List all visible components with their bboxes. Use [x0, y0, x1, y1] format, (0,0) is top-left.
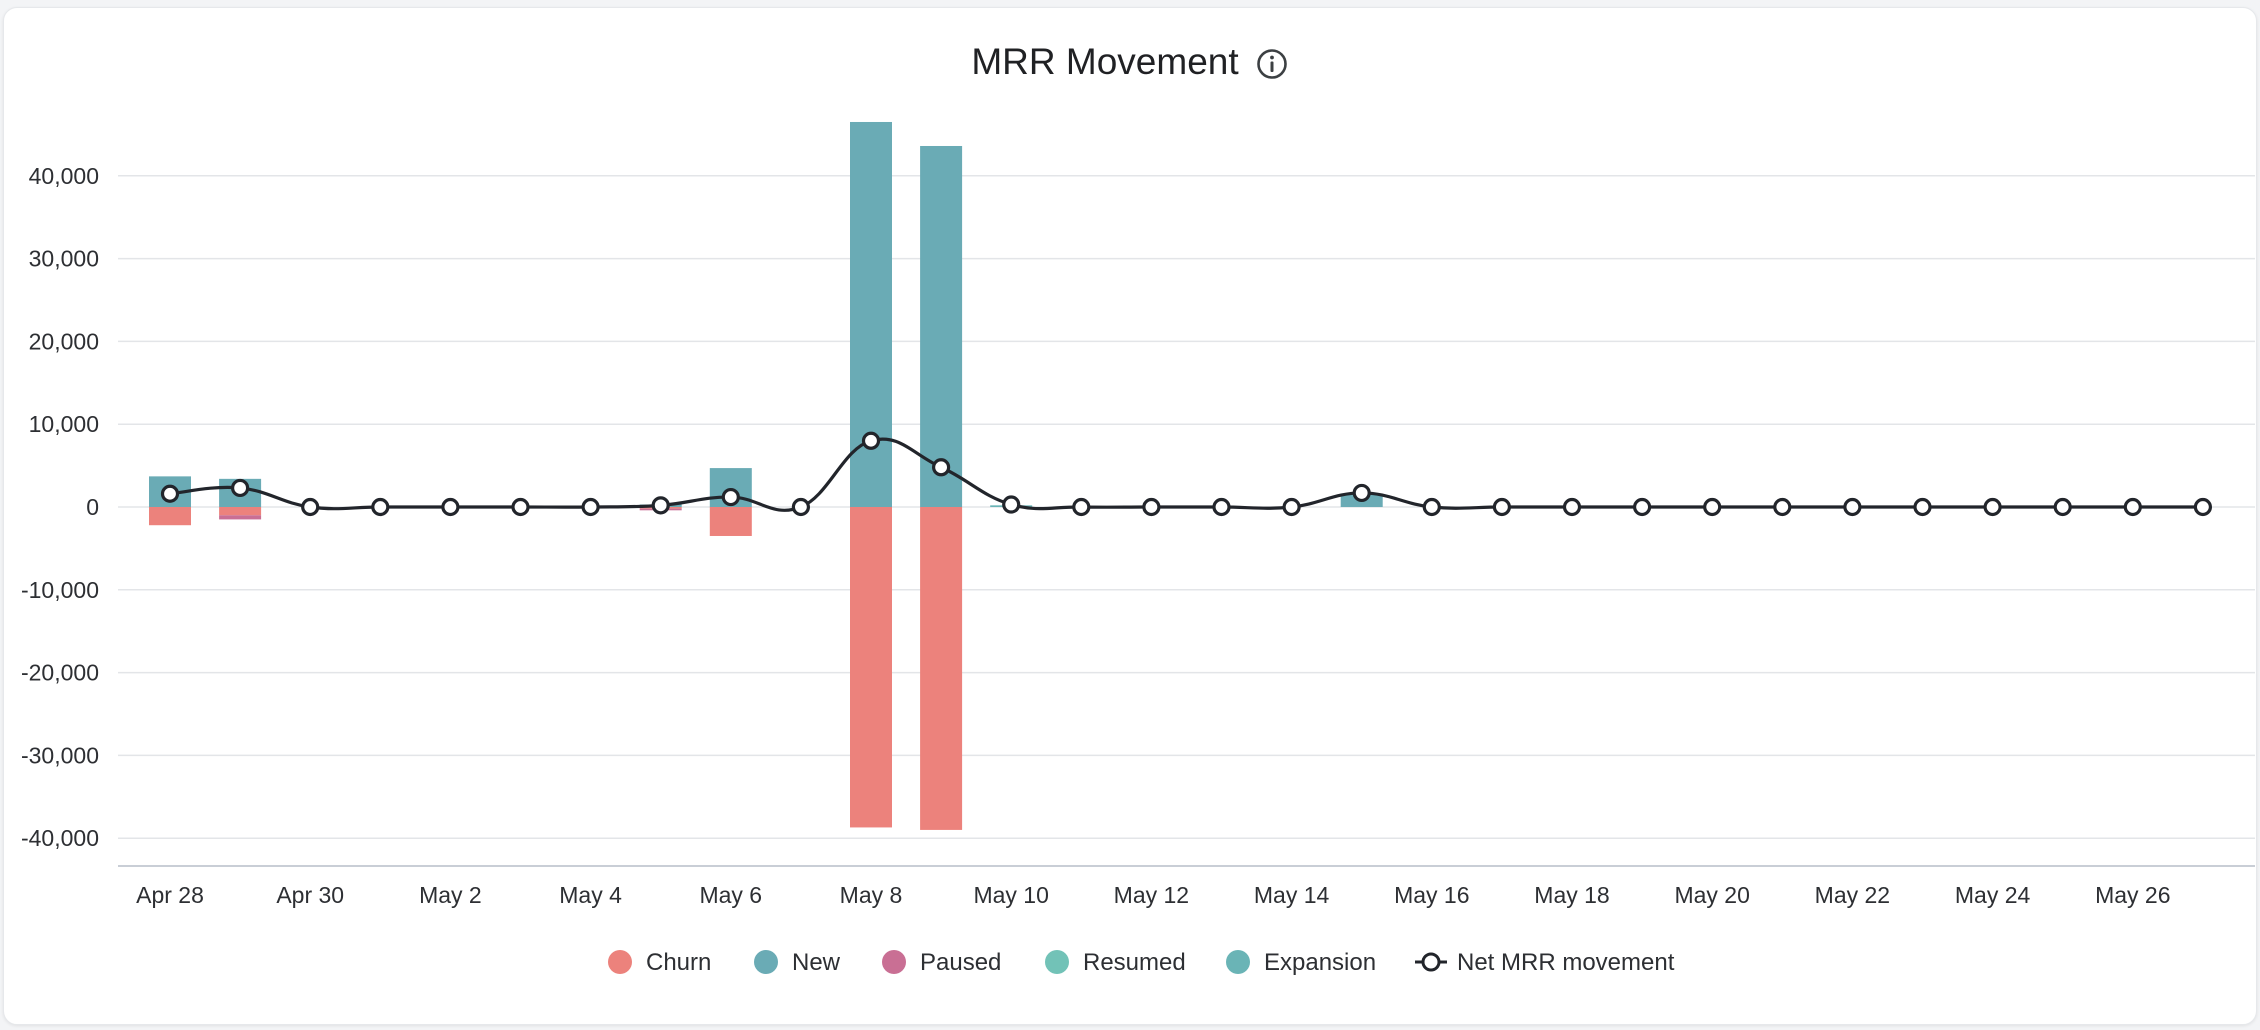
bar-paused[interactable] — [219, 515, 262, 520]
legend-label: Churn — [646, 949, 711, 976]
net-mrr-point[interactable] — [1212, 497, 1231, 517]
net-mrr-point[interactable] — [1002, 495, 1021, 514]
legend-label: New — [792, 949, 841, 976]
legend-marker — [1421, 952, 1441, 972]
x-tick-label: Apr 28 — [136, 882, 204, 908]
x-tick-label: May 14 — [1254, 882, 1330, 908]
chart-card: MRR Movement — [3, 7, 2257, 1025]
y-tick-label: 30,000 — [29, 246, 99, 272]
net-mrr-point[interactable] — [651, 496, 670, 515]
x-tick-label: May 10 — [973, 882, 1048, 908]
net-mrr-point[interactable] — [1703, 497, 1722, 517]
chart-title: MRR Movement — [971, 41, 1239, 82]
legend: Churn New Paused Resumed Expansion Net MRR mo… — [608, 949, 1675, 976]
gridlines — [118, 175, 2255, 867]
net-mrr-point[interactable] — [931, 458, 951, 477]
y-tick-label: -20,000 — [21, 660, 99, 686]
x-tick-label: May 26 — [2095, 882, 2170, 908]
net-mrr-point[interactable] — [1632, 497, 1652, 517]
net-mrr-point[interactable] — [371, 497, 390, 517]
net-mrr-point[interactable] — [1913, 497, 1932, 517]
net-mrr-point[interactable] — [721, 487, 740, 507]
net-mrr-point[interactable] — [1492, 497, 1512, 517]
net-mrr-point[interactable] — [2193, 497, 2212, 517]
bar-new[interactable] — [920, 145, 963, 507]
y-tick-label: -40,000 — [21, 825, 99, 851]
x-tick-label: May 22 — [1815, 882, 1890, 908]
net-mrr-point[interactable] — [511, 497, 530, 517]
net-mrr-line — [169, 437, 2203, 512]
net-mrr-point[interactable] — [791, 497, 811, 517]
x-tick-label: May 12 — [1114, 882, 1189, 908]
net-mrr-point[interactable] — [1072, 497, 1091, 517]
bar-churn[interactable] — [920, 507, 963, 830]
legend-label: Expansion — [1264, 949, 1376, 976]
x-axis-ticks: Apr 28 Apr 30 May 2 May 4 May 6 May 8 May 10 Ma… — [136, 882, 2170, 908]
net-mrr-point[interactable] — [1422, 497, 1441, 517]
net-mrr-point[interactable] — [1983, 497, 2002, 517]
x-tick-label: May 2 — [419, 882, 482, 908]
net-mrr-point[interactable] — [441, 497, 460, 517]
x-tick-label: Apr 30 — [276, 882, 344, 908]
y-tick-label: 40,000 — [29, 163, 99, 189]
y-tick-label: 10,000 — [29, 411, 99, 437]
net-mrr-point[interactable] — [2053, 497, 2072, 517]
bar-churn[interactable] — [219, 507, 262, 516]
net-mrr-point[interactable] — [1282, 497, 1301, 517]
net-mrr-point[interactable] — [1142, 497, 1161, 517]
legend-swatch — [1045, 950, 1069, 974]
x-tick-label: May 20 — [1674, 882, 1749, 908]
net-mrr-point[interactable] — [1562, 497, 1582, 517]
info-icon[interactable] — [1255, 47, 1289, 81]
net-mrr-point[interactable] — [861, 431, 881, 450]
net-mrr-point[interactable] — [160, 484, 180, 503]
x-tick-label: May 4 — [559, 882, 622, 908]
x-tick-label: May 16 — [1394, 882, 1469, 908]
net-mrr-point[interactable] — [301, 497, 320, 517]
x-tick-label: May 6 — [699, 882, 762, 908]
y-axis-ticks: 40,000 30,000 20,000 10,000 0 -10,000 -20,000 -… — [21, 163, 99, 851]
x-tick-label: May 24 — [1955, 882, 2031, 908]
legend-label: Net MRR movement — [1457, 949, 1675, 976]
legend-swatch — [754, 950, 778, 974]
legend-item-new[interactable]: New — [754, 949, 841, 976]
legend-label: Paused — [920, 949, 1001, 976]
bar-churn[interactable] — [709, 507, 752, 536]
y-tick-label: 20,000 — [29, 328, 99, 354]
net-mrr-point[interactable] — [1773, 497, 1792, 517]
x-tick-label: May 8 — [840, 882, 903, 908]
legend-swatch — [1226, 950, 1250, 974]
legend-swatch — [882, 950, 906, 974]
bar-churn[interactable] — [850, 507, 892, 828]
legend-label: Resumed — [1083, 949, 1186, 976]
net-mrr-point[interactable] — [581, 497, 600, 517]
bars — [149, 121, 1383, 830]
net-mrr-point[interactable] — [1843, 497, 1862, 517]
net-mrr-point[interactable] — [231, 478, 250, 498]
net-mrr-point[interactable] — [1352, 483, 1371, 503]
title-row: MRR Movement — [4, 36, 2256, 88]
net-mrr-point[interactable] — [2123, 497, 2142, 517]
legend-item-churn[interactable]: Churn — [608, 949, 711, 976]
legend-swatch — [608, 950, 632, 974]
legend-item-expansion[interactable]: Expansion — [1226, 949, 1376, 976]
net-line — [160, 431, 2212, 517]
legend-item-paused[interactable]: Paused — [882, 949, 1001, 976]
legend-item-resumed[interactable]: Resumed — [1045, 949, 1186, 976]
bar-churn[interactable] — [149, 507, 191, 526]
y-tick-label: -30,000 — [21, 742, 99, 768]
legend-item-net-mrr-movement[interactable]: Net MRR movement — [1415, 949, 1675, 976]
y-tick-label: 0 — [86, 494, 99, 520]
y-tick-label: -10,000 — [21, 577, 99, 603]
x-tick-label: May 18 — [1534, 882, 1609, 908]
